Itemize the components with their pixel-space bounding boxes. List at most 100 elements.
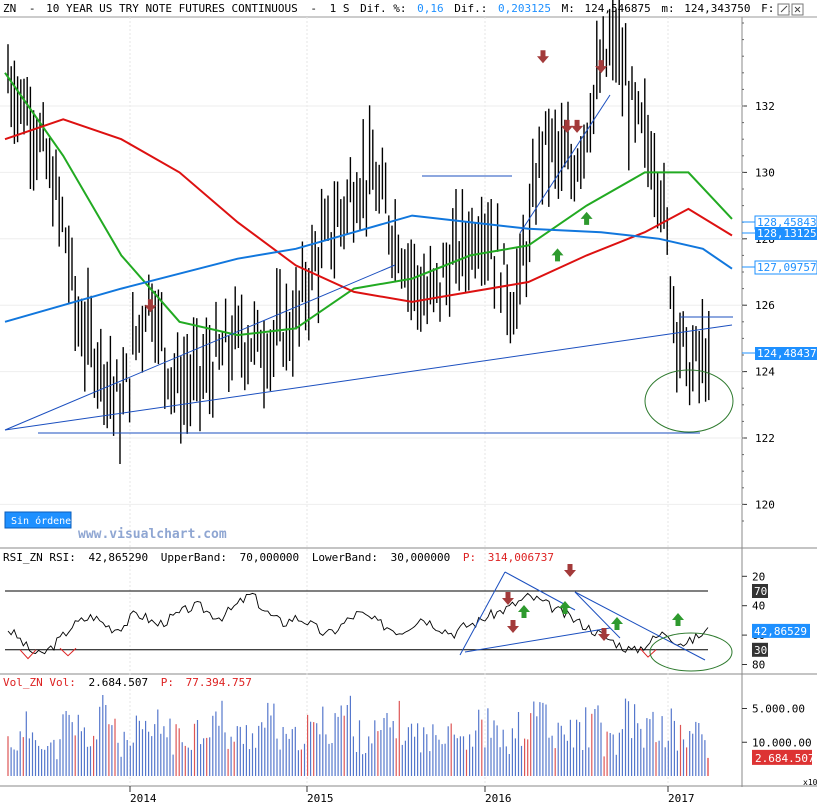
header-timeframe: 1 S bbox=[330, 2, 350, 15]
rsi-tag: 42,86529 bbox=[752, 623, 810, 638]
rsi-line bbox=[7, 592, 709, 655]
price-tag: 128,13125 bbox=[742, 227, 817, 240]
trendline-channel bbox=[519, 94, 611, 234]
volume-tag-label: 2.684.507 bbox=[755, 752, 815, 765]
header-dif-value: 0,203125 bbox=[498, 2, 551, 15]
moving-averages bbox=[4, 72, 733, 337]
rsi-tag-label: 30 bbox=[754, 644, 767, 657]
rsi-plot bbox=[5, 590, 709, 660]
price-tag: 127,097578 bbox=[742, 260, 817, 275]
rsi-annotations bbox=[459, 571, 733, 672]
rsi-p-label: P: bbox=[463, 551, 476, 564]
rsi-tag-label: 42,86529 bbox=[754, 625, 807, 638]
vol-value: 2.684.507 bbox=[88, 676, 148, 689]
trendline-support bbox=[4, 324, 733, 431]
down-arrow-icon bbox=[595, 60, 608, 74]
volume-tag: 2.684.507 bbox=[752, 749, 815, 765]
up-arrow-icon bbox=[580, 211, 593, 225]
svg-text:RSI_ZN RSI: 42,865290: RSI_ZN RSI: 42,865290 UpperBand: 70,0000… bbox=[3, 551, 554, 564]
rsi-trendline-d bbox=[574, 591, 621, 639]
up-arrow-icon bbox=[611, 617, 623, 630]
rsi-lower-label: LowerBand: bbox=[312, 551, 378, 564]
close-icon[interactable] bbox=[791, 3, 804, 16]
trendline-rise bbox=[4, 264, 396, 431]
volume-tick-label: 5.000.00 bbox=[752, 703, 805, 716]
window-controls bbox=[777, 3, 804, 16]
x-tick-label: 2017 bbox=[668, 792, 695, 805]
rsi-label: RSI_ZN RSI: bbox=[3, 551, 76, 564]
rsi-signal-arrows bbox=[502, 564, 684, 641]
rsi-trendline-a bbox=[459, 571, 506, 656]
header-dif-label: Dif.: bbox=[454, 2, 487, 15]
header-dif-pct-label: Dif. %: bbox=[360, 2, 406, 15]
pin-icon[interactable] bbox=[777, 3, 790, 16]
down-arrow-icon bbox=[536, 50, 549, 64]
x-axis: 2014 2015 2016 2017 bbox=[129, 786, 695, 805]
header-max-label: M: bbox=[562, 2, 575, 15]
rsi-p-value: 314,006737 bbox=[488, 551, 554, 564]
down-arrow-icon bbox=[564, 564, 576, 577]
price-axis: 120122124126128130132128,45843128,131251… bbox=[742, 22, 817, 522]
price-header: ZN - 10 YEAR US TRY NOTE FUTURES CONTINU… bbox=[3, 2, 791, 15]
price-bars bbox=[7, 0, 710, 464]
header-min-label: m: bbox=[661, 2, 674, 15]
volume-header: Vol_ZN Vol: 2.684.507 P: 77.394.757 bbox=[3, 676, 252, 689]
ellipse-annotation bbox=[644, 369, 734, 433]
header-title: 10 YEAR US TRY NOTE FUTURES CONTINUOUS bbox=[46, 2, 298, 15]
vol-p-label: P: bbox=[161, 676, 174, 689]
volume-tick-label: 10.000.00 bbox=[752, 736, 812, 749]
grid bbox=[0, 17, 742, 786]
rsi-oversold-segment bbox=[19, 649, 37, 660]
price-tag-label: 128,45843 bbox=[757, 216, 817, 229]
rsi-tag: 30 bbox=[752, 642, 768, 657]
down-arrow-icon bbox=[598, 628, 610, 641]
rsi-ellipse bbox=[649, 632, 733, 672]
rsi-lower-value: 30,000000 bbox=[391, 551, 451, 564]
header-symbol: ZN bbox=[3, 2, 16, 15]
rsi-header: RSI_ZN RSI: 42,865290 UpperBand: 70,0000… bbox=[3, 551, 554, 564]
down-arrow-icon bbox=[561, 119, 574, 133]
rsi-tick-label: 20 bbox=[752, 570, 765, 583]
price-tick-label: 122 bbox=[755, 432, 775, 445]
down-arrow-icon bbox=[502, 592, 514, 605]
signal-arrows bbox=[144, 50, 608, 313]
ma-line-1 bbox=[4, 72, 733, 337]
panel-frames bbox=[0, 16, 817, 787]
rsi-trendline-e bbox=[574, 591, 706, 661]
price-tag-label: 124,484375 bbox=[757, 347, 817, 360]
rsi-upper-value: 70,000000 bbox=[240, 551, 300, 564]
price-tick-label: 124 bbox=[755, 366, 775, 379]
price-tag: 124,484375 bbox=[742, 347, 817, 360]
orders-button[interactable]: Sin órdenes bbox=[4, 511, 77, 529]
header-max-value: 124,546875 bbox=[585, 2, 651, 15]
up-arrow-icon bbox=[672, 613, 684, 626]
up-arrow-icon bbox=[559, 601, 571, 614]
x-tick-label: 2015 bbox=[307, 792, 334, 805]
x-tick-label: 2016 bbox=[485, 792, 512, 805]
trendlines bbox=[4, 94, 734, 434]
down-arrow-icon bbox=[144, 299, 157, 313]
up-arrow-icon bbox=[551, 248, 564, 262]
rsi-value: 42,865290 bbox=[88, 551, 148, 564]
volume-scale-label: x10 bbox=[803, 778, 817, 787]
header-min-value: 124,343750 bbox=[684, 2, 750, 15]
ma-line-3 bbox=[4, 214, 733, 323]
vol-label: Vol_ZN Vol: bbox=[3, 676, 76, 689]
rsi-tag-label: 70 bbox=[754, 585, 767, 598]
rsi-oversold-segment bbox=[59, 647, 77, 657]
price-tick-label: 132 bbox=[755, 100, 775, 113]
rsi-upper-label: UpperBand: bbox=[161, 551, 227, 564]
price-tick-label: 120 bbox=[755, 498, 775, 511]
price-tag-label: 127,097578 bbox=[757, 261, 817, 274]
volume-bars bbox=[7, 695, 709, 776]
down-arrow-icon bbox=[571, 119, 584, 133]
rsi-oversold-segment bbox=[639, 647, 657, 658]
header-dif-pct-value: 0,16 bbox=[417, 2, 444, 15]
down-arrow-icon bbox=[507, 620, 519, 633]
watermark: www.visualchart.com bbox=[78, 527, 227, 542]
rsi-trendline-c bbox=[464, 627, 611, 653]
x-tick-label: 2014 bbox=[130, 792, 157, 805]
